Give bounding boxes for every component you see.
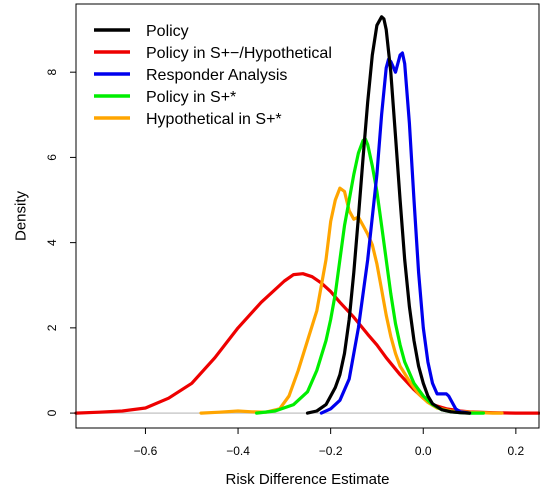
y-tick-label: 4 [45, 239, 59, 246]
x-axis-title: Risk Difference Estimate [226, 471, 390, 488]
y-tick-label: 2 [45, 324, 59, 331]
x-tick-label: −0.2 [319, 444, 343, 458]
y-tick-label: 0 [45, 409, 59, 416]
legend-label: Policy in S+−/Hypothetical [146, 45, 332, 62]
x-tick-label: 0.2 [508, 444, 525, 458]
plot-frame [75, 3, 540, 429]
y-tick-label: 8 [45, 69, 59, 76]
legend-label: Policy [146, 23, 189, 40]
legend-label: Responder Analysis [146, 67, 287, 84]
x-axis: −0.6 −0.4 −0.2 0.0 0.2 [134, 428, 525, 458]
x-tick-label: −0.6 [134, 444, 158, 458]
x-tick-label: 0.0 [415, 444, 432, 458]
y-tick-label: 6 [45, 154, 59, 161]
legend-label: Policy in S+* [146, 89, 236, 106]
series-line-4 [305, 15, 472, 415]
x-tick-label: −0.4 [226, 444, 250, 458]
series-line-3 [319, 51, 472, 415]
y-axis-title: Density [12, 190, 29, 241]
legend: Policy Policy in S+−/Hypothetical Responde… [94, 23, 332, 128]
legend-label: Hypothetical in S+* [146, 111, 282, 128]
series-layer [74, 15, 540, 415]
y-axis: 0 2 4 6 8 [45, 69, 76, 416]
